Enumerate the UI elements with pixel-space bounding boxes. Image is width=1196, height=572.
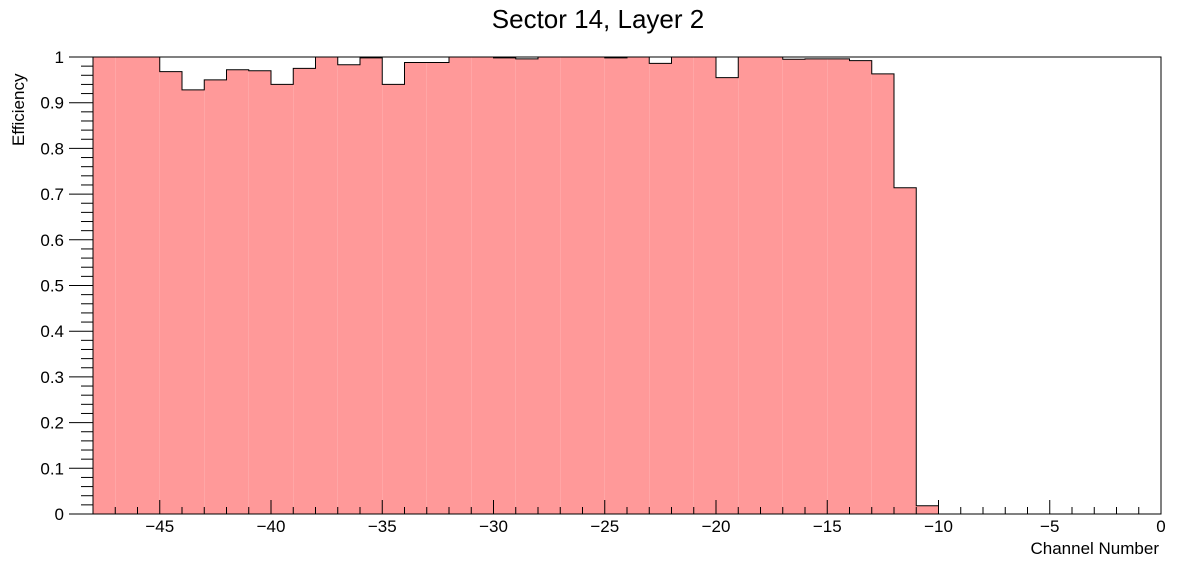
- histogram-bar: [271, 84, 294, 515]
- histogram-bar: [738, 57, 761, 514]
- histogram-bar: [248, 70, 271, 515]
- histogram-bar: [582, 57, 605, 514]
- histogram-bar: [604, 57, 627, 514]
- y-axis-label: Efficiency: [9, 73, 28, 146]
- x-tick-label: −45: [145, 517, 174, 536]
- x-tick-label: −20: [702, 517, 731, 536]
- x-tick-label: 0: [1156, 517, 1165, 536]
- histogram-bar: [115, 57, 138, 514]
- histogram-bar: [693, 57, 716, 514]
- histogram-bar: [538, 57, 561, 514]
- y-tick-label: 0.4: [40, 322, 64, 341]
- x-axis-label: Channel Number: [1030, 539, 1159, 558]
- y-tick-label: 0: [55, 505, 64, 524]
- x-tick-label: −15: [813, 517, 842, 536]
- histogram-bar: [671, 57, 694, 514]
- histogram-bar: [337, 64, 360, 515]
- histogram-bar: [449, 57, 472, 514]
- histogram-bar: [404, 62, 427, 514]
- histogram-bar: [293, 68, 316, 515]
- histogram-bar: [760, 57, 783, 514]
- histogram-bar: [916, 505, 939, 514]
- y-tick-label: 0.6: [40, 231, 64, 250]
- histogram-bar: [827, 58, 850, 514]
- y-tick-label: 1: [55, 48, 64, 67]
- histogram-bar: [204, 79, 227, 514]
- histogram-bar: [360, 57, 383, 514]
- y-tick-label: 0.1: [40, 459, 64, 478]
- histogram-bar: [159, 71, 182, 515]
- y-tick-label: 0.3: [40, 368, 64, 387]
- histogram-bar: [493, 57, 516, 514]
- x-tick-label: −40: [257, 517, 286, 536]
- chart-title: Sector 14, Layer 2: [492, 4, 704, 34]
- x-tick-label: −35: [368, 517, 397, 536]
- histogram-bar: [182, 89, 205, 515]
- histogram-bar: [849, 60, 872, 514]
- histogram-bar: [382, 84, 405, 515]
- histogram-bar: [137, 57, 160, 514]
- y-tick-label: 0.9: [40, 94, 64, 113]
- x-tick-label: −10: [924, 517, 953, 536]
- histogram-bar: [716, 77, 739, 514]
- y-tick-label: 0.7: [40, 185, 64, 204]
- histogram-bar: [226, 69, 249, 515]
- x-axis: −45 −40 −35 −30 −25 −20 −15 −10 −5 0: [92, 500, 1166, 536]
- histogram-bar: [471, 57, 494, 514]
- histogram-bar: [649, 63, 672, 514]
- x-tick-label: −5: [1040, 517, 1059, 536]
- histogram-bar: [515, 58, 538, 514]
- y-tick-label: 0.8: [40, 139, 64, 158]
- x-tick-label: −30: [479, 517, 508, 536]
- histogram-bar: [426, 62, 449, 514]
- y-tick-label: 0.2: [40, 414, 64, 433]
- histogram-bars: [93, 57, 939, 515]
- histogram-bar: [894, 187, 917, 514]
- y-axis: 0 0.1 0.2 0.3 0.4 0.5 0.6 0.7 0.8 0.9 1: [40, 48, 93, 524]
- y-tick-label: 0.5: [40, 277, 64, 296]
- histogram-bar: [560, 57, 583, 514]
- histogram-bar: [782, 59, 805, 514]
- histogram-bar: [315, 57, 338, 514]
- histogram-bar: [627, 57, 650, 514]
- x-tick-label: −25: [590, 517, 619, 536]
- histogram-bar: [805, 58, 828, 514]
- histogram-bar: [871, 73, 894, 514]
- histogram-bar: [93, 57, 116, 514]
